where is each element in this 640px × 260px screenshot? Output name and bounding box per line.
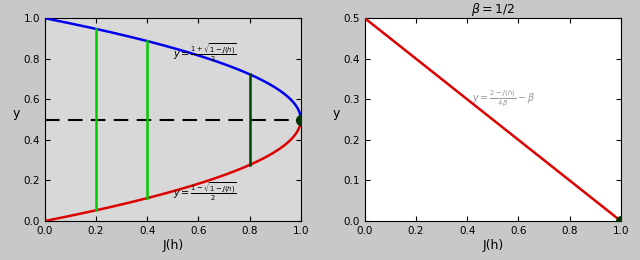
Title: $\beta = 1/2$: $\beta = 1/2$ (471, 1, 515, 18)
X-axis label: J(h): J(h) (162, 239, 184, 252)
X-axis label: J(h): J(h) (482, 239, 504, 252)
Text: $y = \frac{1+\sqrt{1-J(h)}}{2}$: $y = \frac{1+\sqrt{1-J(h)}}{2}$ (173, 41, 237, 64)
Y-axis label: y: y (333, 107, 340, 120)
Text: $y = \frac{2-J(h)}{4\beta} - \beta$: $y = \frac{2-J(h)}{4\beta} - \beta$ (472, 89, 536, 109)
Text: $y = \frac{1-\sqrt{1-J(h)}}{2}$: $y = \frac{1-\sqrt{1-J(h)}}{2}$ (173, 180, 237, 203)
Y-axis label: y: y (13, 107, 20, 120)
